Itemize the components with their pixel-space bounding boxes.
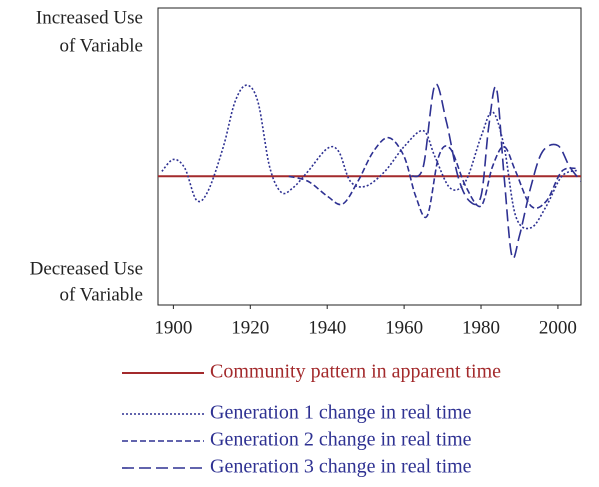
x-tick-label: 1920 [231, 317, 269, 338]
x-tick-label: 1980 [462, 317, 500, 338]
legend-label: Generation 1 change in real time [210, 402, 472, 424]
plot-frame [157, 7, 582, 306]
y-label: of Variable [59, 284, 143, 305]
x-tick-label: 1900 [154, 317, 192, 338]
y-label: Decreased Use [30, 258, 143, 279]
series-line [288, 136, 578, 219]
legend-label: Generation 3 change in real time [210, 456, 472, 478]
y-label: of Variable [59, 35, 143, 56]
x-tick-label: 2000 [539, 317, 577, 338]
y-label: Increased Use [36, 7, 143, 28]
legend-label: Community pattern in apparent time [210, 361, 501, 383]
series-line [161, 84, 578, 230]
x-tick-label: 1960 [385, 317, 423, 338]
legend-label: Generation 2 change in real time [210, 429, 472, 451]
x-tick-label: 1940 [308, 317, 346, 338]
series-line [411, 83, 581, 260]
